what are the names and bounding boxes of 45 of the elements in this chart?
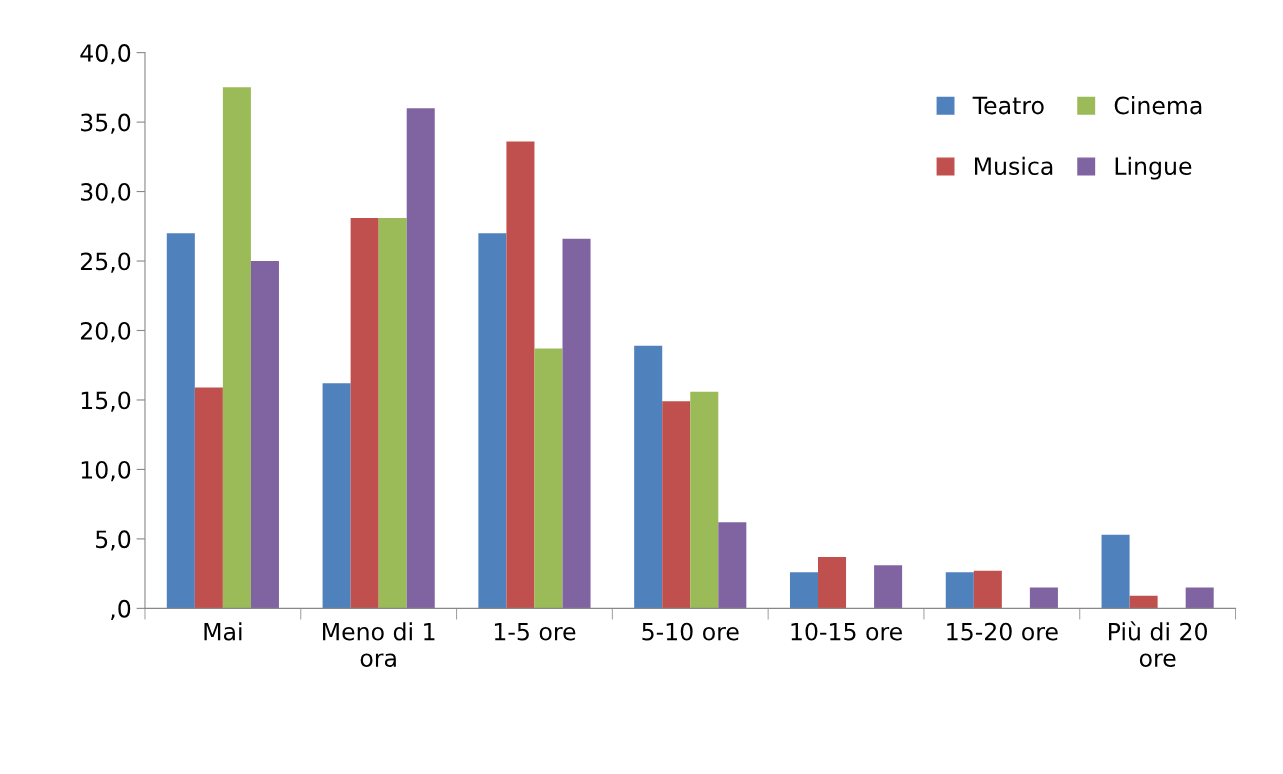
bar xyxy=(534,348,563,609)
y-tick-label: 15,0 xyxy=(81,391,131,412)
bar xyxy=(690,391,719,609)
x-tick-label: Più di 20 ore xyxy=(1109,621,1207,667)
y-tick-label: 25,0 xyxy=(80,252,131,273)
y-tick-label: 35,0 xyxy=(81,113,131,134)
legend-label: Lingue xyxy=(1115,156,1192,180)
bar xyxy=(634,345,663,609)
bar xyxy=(718,522,747,609)
bar xyxy=(945,572,974,609)
bar xyxy=(818,556,847,609)
y-tick-label: 20,0 xyxy=(80,321,131,343)
x-tick-label: Mai xyxy=(204,622,242,641)
bar xyxy=(562,238,591,609)
bar xyxy=(350,217,379,609)
y-tick-label: 5,0 xyxy=(96,530,131,551)
y-tick-label: 30,0 xyxy=(81,183,131,204)
bar xyxy=(406,108,435,609)
x-tick-label: Meno di 1 ora xyxy=(323,622,435,667)
bar xyxy=(1185,587,1214,609)
y-tick-label: 40,0 xyxy=(80,44,131,65)
bar xyxy=(378,217,407,609)
x-tick-label: 5-10 ore xyxy=(642,622,739,641)
bar xyxy=(1129,595,1158,609)
bar xyxy=(1101,534,1130,609)
y-tick-label: 10,0 xyxy=(81,460,131,482)
bar xyxy=(194,387,223,609)
y-tick-label: ,0 xyxy=(111,599,131,621)
bar xyxy=(662,401,691,609)
legend-label: Teatro xyxy=(972,96,1044,115)
bar xyxy=(506,141,535,609)
bar xyxy=(322,383,351,609)
bar xyxy=(250,261,279,609)
x-tick-label: 10-15 ore xyxy=(791,622,902,641)
legend-label: Cinema xyxy=(1114,96,1202,115)
bar xyxy=(1029,587,1058,609)
x-tick-label: 15-20 ore xyxy=(947,622,1058,641)
legend-label: Musica xyxy=(975,156,1053,176)
bar xyxy=(874,565,903,609)
x-tick-label: 1-5 ore xyxy=(494,622,576,641)
bar xyxy=(478,233,507,609)
bar xyxy=(789,572,818,609)
bar xyxy=(973,570,1002,609)
bar xyxy=(166,233,195,609)
bar xyxy=(222,87,251,609)
